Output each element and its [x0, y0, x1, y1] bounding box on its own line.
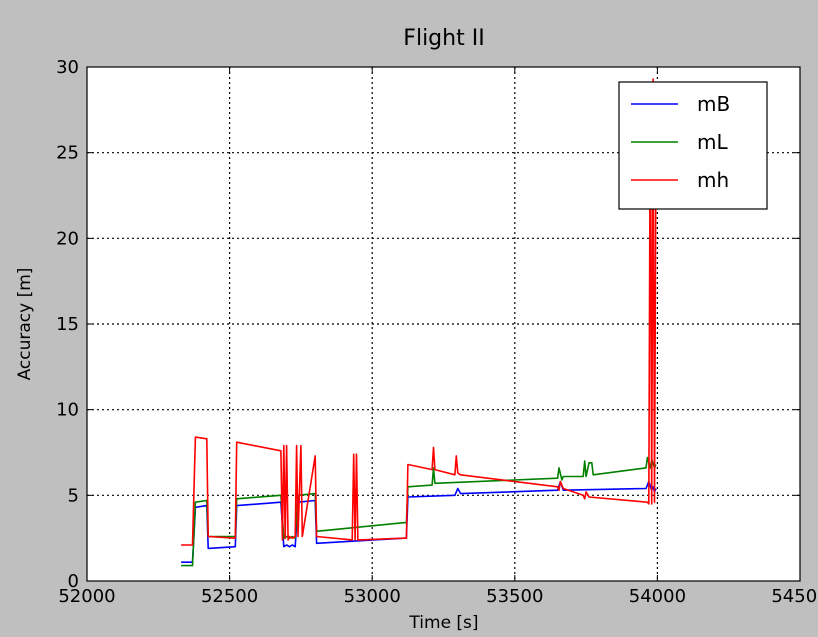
legend: mB mL mh: [618, 81, 768, 210]
x-tick-label: 54000: [629, 586, 686, 607]
x-axis-label: Time [s]: [408, 613, 478, 633]
y-tick-label: 15: [56, 314, 79, 335]
y-tick-label: 20: [56, 228, 79, 249]
y-tick-label: 0: [68, 571, 79, 592]
series-line-mL: [181, 456, 657, 567]
legend-label-mB: mB: [697, 92, 730, 116]
x-tick-label: 52500: [201, 586, 258, 607]
legend-label-mh: mh: [697, 168, 729, 192]
x-tick-label: 53500: [486, 586, 543, 607]
series-line-mB: [181, 480, 657, 564]
y-axis-label: Accuracy [m]: [15, 268, 35, 381]
chart-title: Flight II: [403, 26, 484, 51]
y-tick-label: 25: [56, 143, 79, 164]
y-tick-label: 10: [56, 400, 79, 421]
x-tick-label: 53000: [344, 586, 401, 607]
legend-box: [618, 81, 768, 210]
series-line-mh: [181, 78, 657, 546]
x-tick-label: 52000: [58, 586, 115, 607]
y-tick-label: 5: [68, 485, 79, 506]
y-tick-label: 30: [56, 57, 79, 78]
legend-label-mL: mL: [697, 130, 728, 154]
